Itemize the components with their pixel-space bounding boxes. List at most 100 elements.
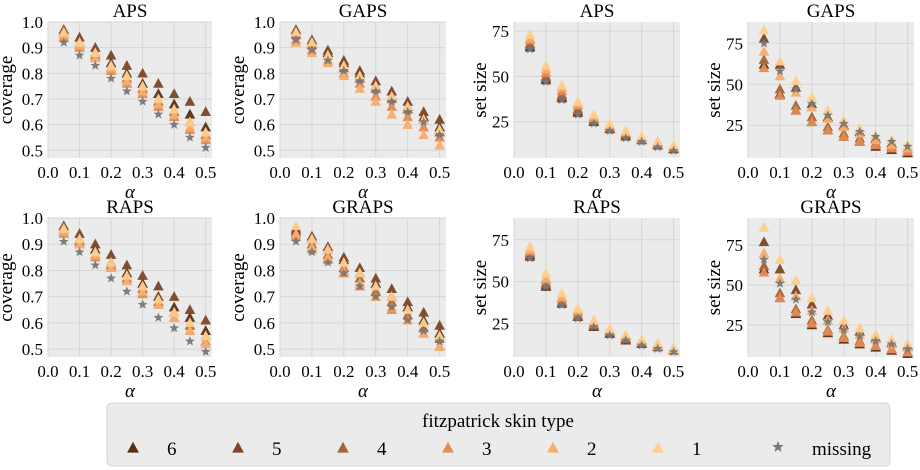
data-point — [838, 121, 850, 132]
y-tick-label: 50 — [726, 75, 743, 94]
data-point — [121, 270, 133, 280]
data-point — [338, 267, 349, 278]
data-point — [525, 252, 535, 263]
data-point — [636, 136, 647, 146]
data-point — [322, 251, 334, 262]
x-tick-label: 0.2 — [333, 362, 354, 381]
data-point — [790, 306, 802, 317]
data-point — [58, 26, 70, 37]
data-point — [74, 31, 85, 42]
data-point — [668, 139, 679, 150]
data-point — [402, 101, 414, 111]
series-1 — [758, 221, 913, 349]
data-point — [556, 94, 567, 105]
x-tick-label: 0.0 — [503, 163, 524, 182]
data-point — [758, 54, 770, 64]
data-point — [184, 116, 196, 127]
data-point — [774, 83, 786, 94]
y-tick-label: 0.7 — [254, 288, 276, 307]
y-tick-label: 25 — [726, 316, 743, 335]
data-point — [838, 131, 850, 141]
data-point — [620, 335, 631, 345]
data-point — [572, 109, 583, 119]
data-point — [370, 291, 381, 301]
series-1 — [524, 29, 679, 150]
data-point — [620, 132, 631, 143]
series-1 — [290, 220, 445, 341]
data-point — [370, 80, 382, 91]
data-point — [774, 292, 786, 303]
data-point — [105, 262, 117, 273]
data-point — [402, 315, 413, 325]
data-point — [758, 62, 770, 73]
data-point — [668, 145, 679, 155]
legend-label: missing — [812, 439, 872, 460]
legend-label: 2 — [587, 439, 597, 460]
data-point — [806, 292, 818, 303]
data-point — [604, 125, 615, 136]
y-tick-label: 0.5 — [254, 141, 275, 160]
data-point — [524, 240, 536, 251]
data-point — [153, 88, 164, 99]
data-point — [525, 44, 535, 54]
x-tick-label: 0.1 — [769, 362, 790, 381]
x-tick-label: 0.4 — [631, 163, 653, 182]
panel-title: GRAPS — [800, 197, 861, 218]
data-point — [200, 121, 212, 132]
data-point — [418, 129, 429, 140]
legend-marker — [337, 441, 349, 453]
series-5 — [290, 24, 445, 124]
y-axis-label: set size — [470, 260, 491, 315]
y-axis-label: coverage — [0, 56, 17, 125]
data-point — [354, 280, 365, 291]
data-point — [137, 299, 148, 309]
x-tick-label: 0.0 — [269, 163, 290, 182]
data-point — [790, 294, 801, 304]
legend-label: 6 — [167, 439, 177, 460]
x-tick-label: 0.2 — [100, 163, 121, 182]
data-point — [886, 333, 897, 344]
data-point — [790, 75, 802, 86]
data-point — [386, 296, 398, 307]
data-point — [806, 111, 818, 122]
data-point — [168, 103, 180, 114]
legend-entry-6: 6 — [127, 439, 177, 460]
data-point — [402, 111, 414, 122]
x-tick-label: 0.5 — [195, 362, 216, 381]
y-tick-label: 25 — [726, 116, 743, 135]
x-tick-label: 0.5 — [897, 362, 918, 381]
data-point — [137, 285, 148, 296]
data-point — [153, 298, 164, 309]
y-tick-label: 0.6 — [254, 314, 275, 333]
y-tick-label: 1.0 — [22, 209, 43, 228]
data-point — [806, 101, 818, 112]
data-point — [806, 307, 817, 317]
data-point — [790, 83, 801, 94]
data-point — [169, 322, 180, 333]
data-point — [168, 98, 180, 109]
x-tick-label: 0.3 — [833, 362, 854, 381]
legend-marker — [652, 441, 664, 453]
legend-entry-1: 1 — [652, 439, 702, 460]
data-point — [137, 80, 148, 91]
data-point — [652, 136, 663, 146]
data-point — [556, 79, 568, 90]
legend-entry-4: 4 — [337, 439, 387, 460]
data-point — [540, 281, 551, 291]
data-point — [322, 44, 334, 55]
x-tick-label: 0.3 — [365, 362, 386, 381]
y-axis-label: coverage — [0, 253, 17, 322]
y-tick-label: 0.9 — [254, 39, 275, 58]
data-point — [588, 321, 599, 332]
data-point — [354, 75, 365, 86]
data-point — [652, 343, 663, 353]
x-axis-label: α — [358, 182, 369, 203]
x-tick-label: 0.0 — [37, 362, 58, 381]
panel-title: GRAPS — [332, 197, 393, 218]
data-point — [74, 228, 85, 238]
y-tick-label: 0.5 — [254, 340, 275, 359]
data-point — [806, 317, 818, 328]
data-point — [759, 254, 769, 264]
data-point — [89, 52, 101, 63]
data-point — [354, 262, 366, 273]
